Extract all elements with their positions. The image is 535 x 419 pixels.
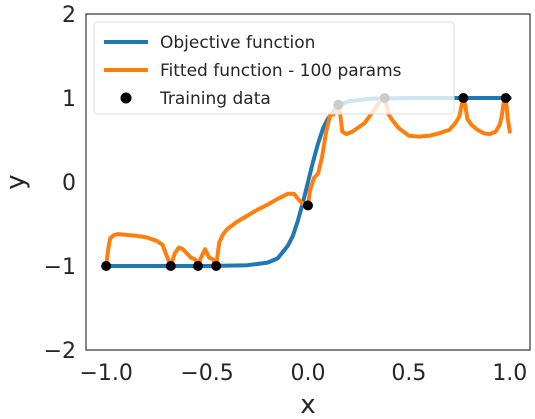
y-tick-label: −1: [44, 255, 76, 280]
y-tick-label: 0: [62, 171, 76, 196]
x-axis-label: x: [300, 390, 315, 419]
x-tick-label: 0.5: [391, 361, 426, 386]
y-tick-layer: −2 −1 0 1 2: [44, 3, 76, 364]
x-tick-layer: −1.0 −0.5 0.0 0.5 1.0: [79, 361, 527, 386]
x-tick-label: −0.5: [180, 361, 233, 386]
y-axis-label: y: [1, 174, 31, 189]
training-data-point: [101, 261, 112, 271]
training-data-point: [165, 261, 176, 271]
legend-fitted-label: Fitted function - 100 params: [160, 61, 402, 81]
x-tick-label: −1.0: [79, 361, 132, 386]
legend-training-swatch: [120, 92, 132, 104]
y-tick-label: 1: [62, 87, 76, 112]
y-tick-label: −2: [44, 339, 76, 364]
y-tick-label: 2: [62, 3, 76, 28]
plot-frame: [85, 13, 531, 351]
x-tick-label: 0.0: [291, 361, 326, 386]
legend-objective-label: Objective function: [160, 33, 315, 53]
legend-box: [93, 21, 455, 115]
legend: Objective function Fitted function - 100…: [93, 21, 455, 115]
fitted-function-line: [104, 96, 512, 268]
training-data-point: [303, 200, 313, 211]
training-data-point: [193, 261, 204, 271]
legend-training-label: Training data: [159, 89, 271, 109]
training-data-point: [458, 93, 469, 103]
training-data-point: [500, 93, 511, 103]
x-tick-label: 1.0: [492, 361, 527, 386]
training-data-point: [211, 261, 222, 271]
